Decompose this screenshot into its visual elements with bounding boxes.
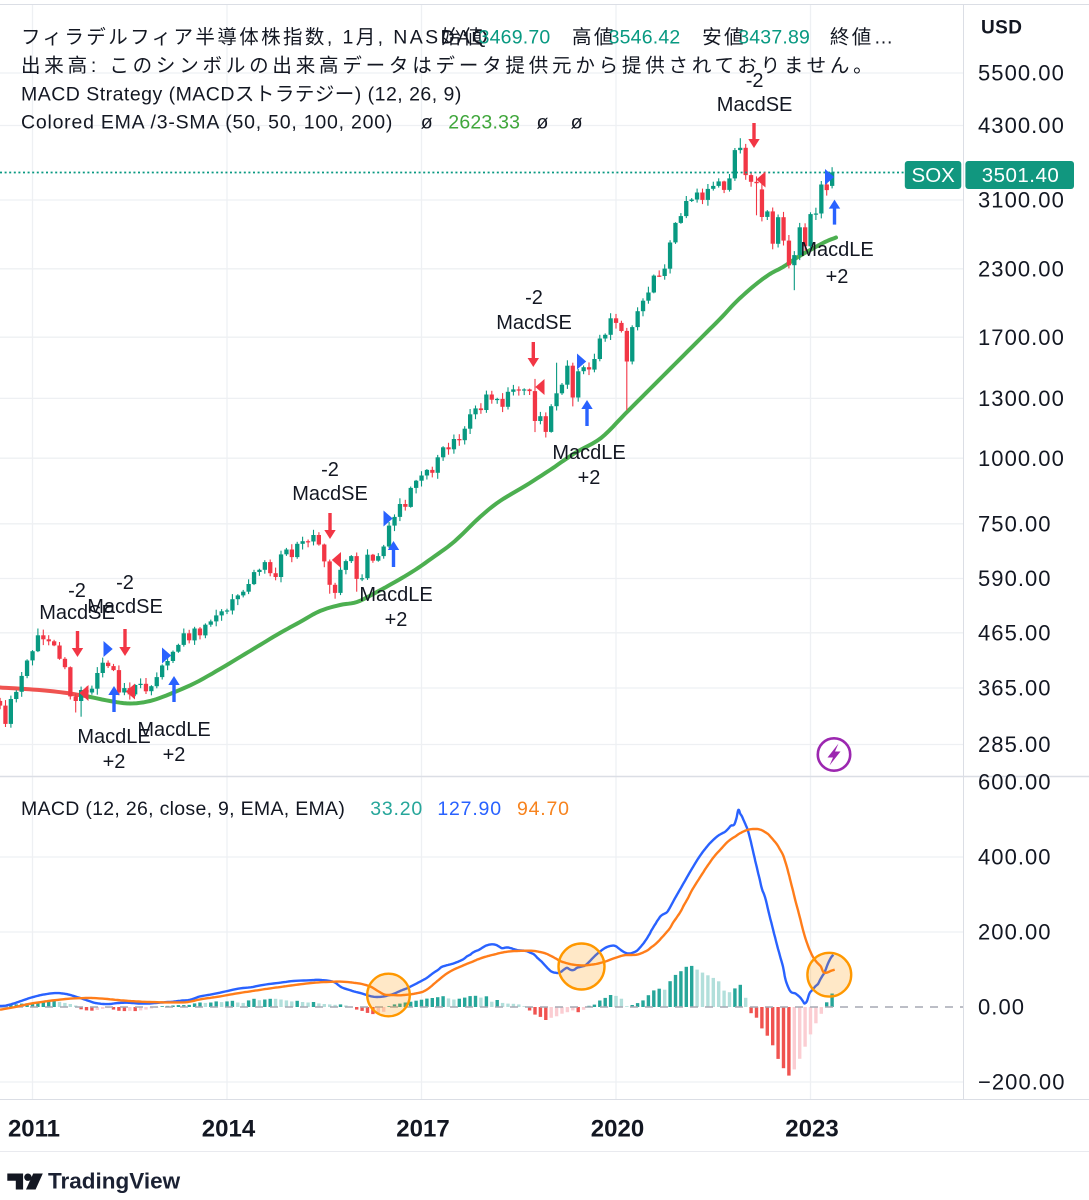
svg-text:USD: USD [981, 18, 1022, 39]
svg-text:TradingView: TradingView [48, 1168, 181, 1193]
svg-text:2300.00: 2300.00 [978, 257, 1065, 282]
svg-text:3546.42: 3546.42 [609, 26, 681, 48]
svg-text:MacdLE: MacdLE [359, 584, 432, 606]
svg-text:5500.00: 5500.00 [978, 61, 1065, 86]
svg-text:MacdSE: MacdSE [292, 483, 368, 505]
svg-text:2017: 2017 [396, 1115, 449, 1142]
svg-text:ø: ø [571, 111, 583, 133]
svg-text:+2: +2 [826, 266, 849, 288]
svg-text:ø: ø [421, 111, 433, 133]
svg-text:1700.00: 1700.00 [978, 325, 1065, 350]
svg-text:終値…: 終値… [830, 26, 896, 48]
svg-text:3100.00: 3100.00 [978, 188, 1065, 213]
svg-text:-2: -2 [525, 287, 543, 309]
svg-text:1000.00: 1000.00 [978, 446, 1065, 471]
svg-text:MacdSE: MacdSE [717, 94, 793, 116]
svg-text:MacdLE: MacdLE [552, 442, 625, 464]
svg-text:MacdLE: MacdLE [800, 239, 873, 261]
svg-text:-2: -2 [116, 572, 134, 594]
svg-text:3437.89: 3437.89 [738, 26, 810, 48]
svg-text:33.20: 33.20 [370, 798, 423, 820]
svg-text:400.00: 400.00 [978, 845, 1052, 870]
svg-text:SOX: SOX [912, 164, 956, 187]
svg-text:MacdSE: MacdSE [87, 596, 163, 618]
svg-text:2014: 2014 [202, 1115, 256, 1142]
svg-text:2023: 2023 [785, 1115, 838, 1142]
svg-text:2020: 2020 [591, 1115, 644, 1142]
svg-text:200.00: 200.00 [978, 920, 1052, 945]
svg-text:+2: +2 [163, 744, 186, 766]
svg-text:MacdLE: MacdLE [137, 719, 210, 741]
svg-text:フィラデルフィア半導体株指数, 1月, NASDAQ: フィラデルフィア半導体株指数, 1月, NASDAQ [21, 26, 490, 48]
svg-text:285.00: 285.00 [978, 732, 1052, 757]
svg-text:出来高: このシンボルの出来高データはデータ提供元から提供さ: 出来高: このシンボルの出来高データはデータ提供元から提供されておりません。 [21, 55, 876, 77]
svg-text:MacdLE: MacdLE [77, 726, 150, 748]
svg-text:0.00: 0.00 [978, 995, 1025, 1020]
svg-text:3501.40: 3501.40 [982, 164, 1060, 187]
svg-text:MacdSE: MacdSE [39, 602, 115, 624]
svg-text:590.00: 590.00 [978, 566, 1052, 591]
svg-text:600.00: 600.00 [978, 770, 1052, 795]
svg-text:高値: 高値 [572, 26, 616, 48]
svg-text:+2: +2 [385, 609, 408, 631]
svg-text:Colored EMA /3-SMA (50, 50, 10: Colored EMA /3-SMA (50, 50, 100, 200) [21, 111, 393, 133]
svg-text:MacdSE: MacdSE [496, 312, 572, 334]
svg-text:127.90: 127.90 [437, 798, 501, 820]
svg-text:750.00: 750.00 [978, 512, 1052, 537]
svg-text:465.00: 465.00 [978, 621, 1052, 646]
svg-text:MACD Strategy (MACDストラテジー) (12: MACD Strategy (MACDストラテジー) (12, 26, 9) [21, 83, 462, 105]
svg-text:−200.00: −200.00 [978, 1070, 1066, 1095]
svg-text:94.70: 94.70 [517, 798, 570, 820]
svg-text:2623.33: 2623.33 [448, 111, 520, 133]
svg-text:MACD (12, 26, close, 9, EMA, E: MACD (12, 26, close, 9, EMA, EMA) [21, 798, 345, 820]
svg-text:-2: -2 [68, 580, 86, 602]
svg-text:3469.70: 3469.70 [479, 26, 551, 48]
svg-text:+2: +2 [103, 751, 126, 773]
svg-text:始値: 始値 [441, 26, 485, 48]
svg-text:365.00: 365.00 [978, 676, 1052, 701]
svg-text:+2: +2 [578, 467, 601, 489]
svg-text:安値: 安値 [702, 26, 746, 48]
svg-text:2011: 2011 [8, 1115, 60, 1142]
svg-text:4300.00: 4300.00 [978, 113, 1065, 138]
svg-text:-2: -2 [321, 459, 339, 481]
svg-text:ø: ø [537, 111, 549, 133]
svg-text:-2: -2 [746, 70, 764, 92]
svg-text:1300.00: 1300.00 [978, 386, 1065, 411]
